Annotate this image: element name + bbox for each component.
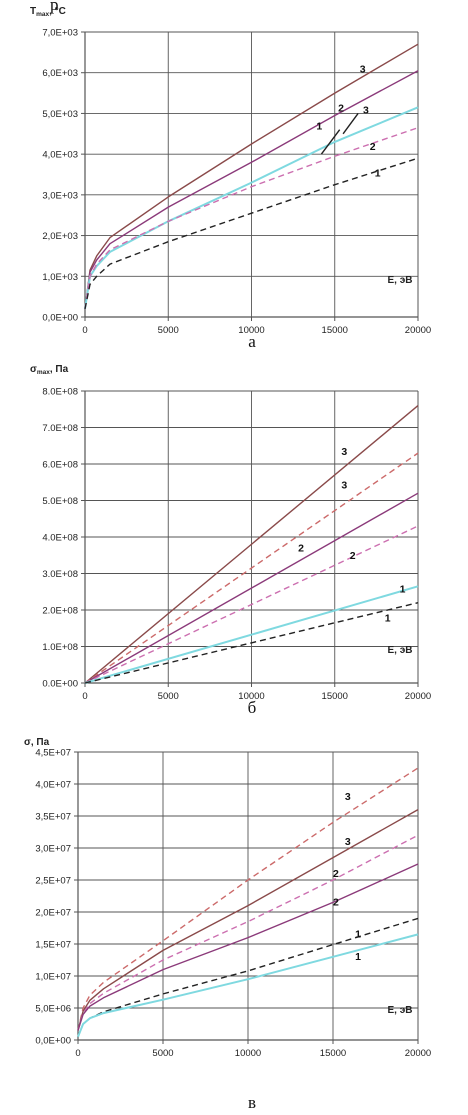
curve-label: 1 [385, 613, 391, 625]
curve-label: 2 [333, 897, 339, 909]
series-line-1 [84, 405, 419, 684]
panel-caption: а [248, 332, 256, 351]
y-tick-label: 2,0E+03 [42, 231, 78, 242]
curve-label: 2 [298, 543, 304, 555]
series-line-2 [84, 70, 419, 309]
y-tick-label: 1,0E+07 [35, 972, 71, 983]
curve-label: 3 [360, 64, 366, 76]
series-line-2 [77, 808, 419, 1031]
y-tick-label: 4.0E+08 [42, 533, 78, 544]
y-tick-label: 1.0E+08 [42, 642, 78, 653]
series-line-2 [84, 452, 419, 684]
series-line-5 [84, 585, 419, 684]
curve-label: 3 [345, 791, 351, 803]
y-tick-label: 7,0E+03 [42, 28, 78, 39]
series-line-6 [320, 129, 341, 155]
curve-label: 3 [341, 446, 347, 458]
x-tick-label: 5000 [152, 1048, 173, 1059]
chart-panel-2: 0.0E+00 1.0E+08 2.0E+08 3.0E+08 4.0E+08 5.0E+… [30, 364, 431, 717]
curve-label: 1 [400, 583, 406, 595]
x-tick-label: 20000 [405, 325, 431, 336]
y-axis-label: σ, Па [24, 737, 50, 748]
curve-label: 2 [333, 868, 339, 880]
x-tick-label: 5000 [158, 325, 179, 336]
y-tick-label: 6,0E+03 [42, 68, 78, 79]
x-axis-label: E, эВ [388, 275, 413, 286]
x-axis-label: E, эВ [388, 645, 413, 656]
series-line-6 [77, 933, 419, 1038]
y-tick-label: 5.0E+08 [42, 496, 78, 507]
series-line-4 [84, 127, 419, 310]
y-tick-label: 3,0E+03 [42, 190, 78, 201]
y-axis-label: σmax, Па [30, 364, 69, 376]
curve-label: 1 [375, 168, 381, 180]
y-tick-label: 1,0E+03 [42, 272, 78, 283]
y-tick-label: 2.0E+08 [42, 606, 78, 617]
curve-label: 3 [341, 479, 347, 491]
y-tick-label: 6.0E+08 [42, 460, 78, 471]
y-tick-label: 0,0E+00 [42, 313, 78, 324]
series-line-1 [77, 767, 419, 1031]
y-tick-label: 2,0E+07 [35, 908, 71, 919]
curve-label: 2 [338, 102, 344, 114]
series-line-7 [342, 112, 359, 135]
curve-label: 3 [363, 104, 369, 116]
y-tick-label: 0.0E+00 [42, 679, 78, 690]
curve-label: 3 [345, 836, 351, 848]
y-tick-label: 4,5E+07 [35, 748, 71, 759]
x-tick-label: 15000 [322, 691, 348, 702]
panel-caption: в [248, 1093, 256, 1112]
chart-panel-1: 0,0E+00 1,0E+03 2,0E+03 3,0E+03 4,0E+03 5,0E+… [30, 6, 431, 351]
y-tick-label: 4,0E+07 [35, 780, 71, 791]
series-line-3 [77, 834, 419, 1031]
series-line-3 [84, 492, 419, 684]
x-tick-label: 0 [82, 325, 87, 336]
x-tick-label: 15000 [320, 1048, 346, 1059]
y-tick-label: 0,0E+00 [35, 1036, 71, 1047]
x-tick-label: 20000 [405, 1048, 431, 1059]
series-line-4 [77, 863, 419, 1031]
curve-label: 1 [355, 929, 361, 941]
series-line-5 [84, 157, 419, 310]
y-tick-label: 5,0E+06 [35, 1004, 71, 1015]
y-tick-label: 4,0E+03 [42, 150, 78, 161]
curve-label: 1 [355, 951, 361, 963]
x-tick-label: 5000 [158, 691, 179, 702]
curve-label: 2 [350, 550, 356, 562]
y-tick-label: 3,5E+07 [35, 812, 71, 823]
y-tick-label: 5,0E+03 [42, 109, 78, 120]
series-line-6 [84, 602, 419, 684]
x-axis-label: E, эВ [388, 1005, 413, 1016]
y-tick-label: 2,5E+07 [35, 876, 71, 887]
x-tick-label: 10000 [235, 1048, 261, 1059]
x-tick-label: 0 [82, 691, 87, 702]
curve-label: 1 [316, 121, 322, 133]
x-tick-label: 10000 [238, 325, 264, 336]
y-tick-label: 8.0E+08 [42, 387, 78, 398]
x-tick-label: 0 [75, 1048, 80, 1059]
x-tick-label: 10000 [238, 691, 264, 702]
x-tick-label: 20000 [405, 691, 431, 702]
top-text-fragment: р [50, 0, 59, 14]
y-tick-label: 3.0E+08 [42, 569, 78, 580]
y-tick-label: 1,5E+07 [35, 940, 71, 951]
series-line-1 [84, 43, 419, 309]
series-line-4 [84, 525, 419, 684]
y-tick-label: 7.0E+08 [42, 423, 78, 434]
x-tick-label: 15000 [322, 325, 348, 336]
curve-label: 2 [370, 141, 376, 153]
y-tick-label: 3,0E+07 [35, 844, 71, 855]
y-axis-label: Tmax, °C [30, 6, 66, 18]
chart-panel-3: 0,0E+00 5,0E+06 1,0E+07 1,5E+07 2,0E+07 2,5E+… [24, 737, 431, 1112]
panel-caption: б [248, 698, 257, 717]
